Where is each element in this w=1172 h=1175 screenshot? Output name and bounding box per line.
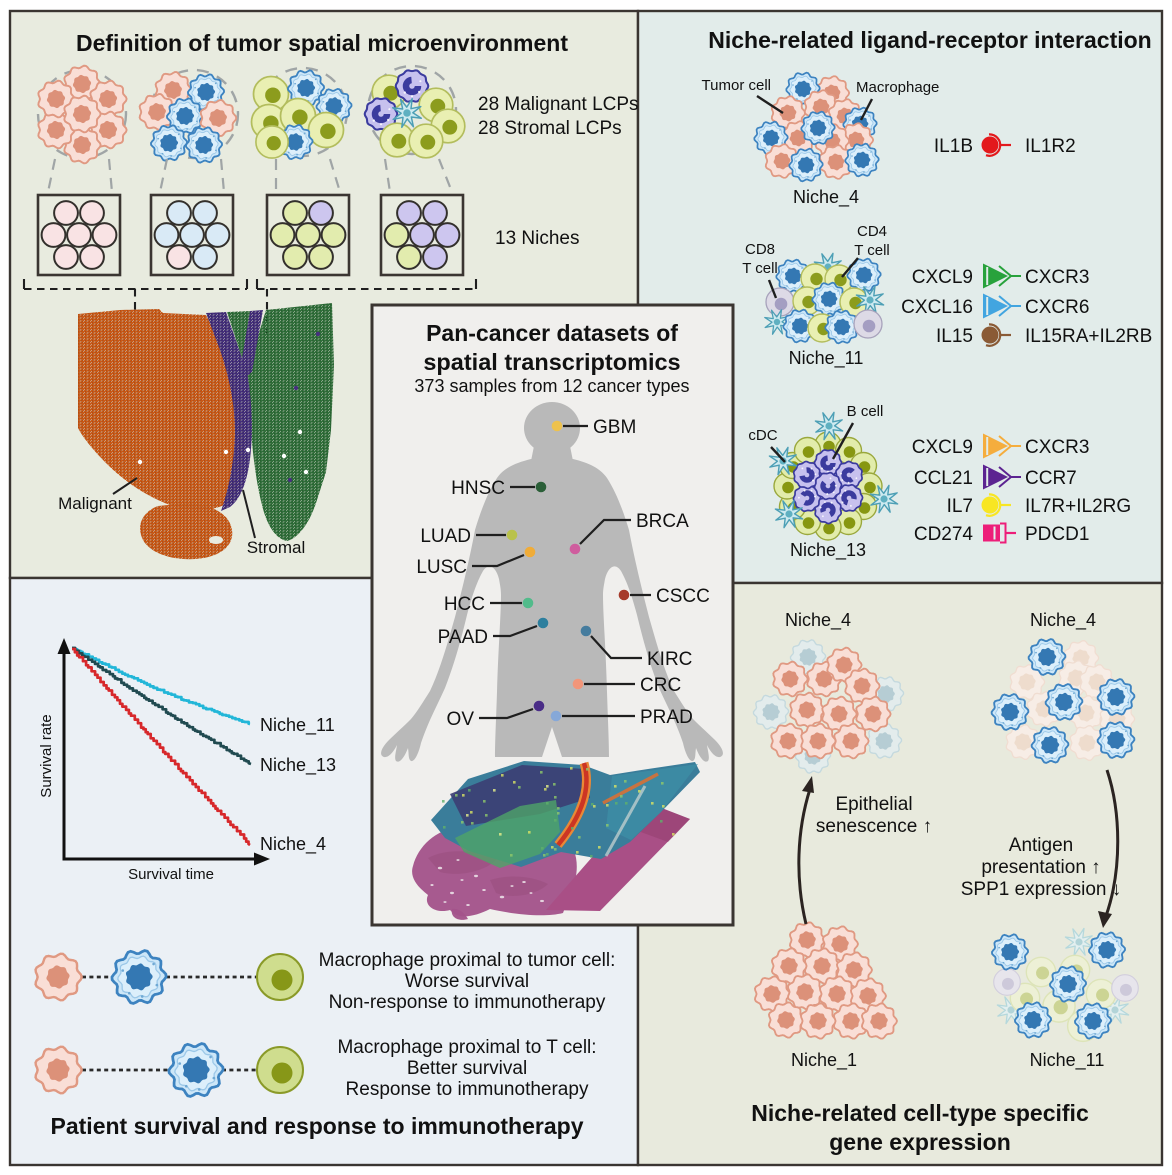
svg-text:CXCL9: CXCL9 — [912, 267, 973, 288]
svg-text:Niche-related cell-type specif: Niche-related cell-type specific — [751, 1100, 1089, 1126]
svg-text:Patient survival and response: Patient survival and response to immunot… — [51, 1113, 584, 1139]
svg-text:Response to immunotherapy: Response to immunotherapy — [346, 1079, 589, 1100]
svg-text:Niche_1: Niche_1 — [791, 1050, 857, 1071]
svg-text:HNSC: HNSC — [451, 478, 505, 499]
svg-text:IL1B: IL1B — [934, 136, 973, 157]
svg-text:OV: OV — [447, 709, 475, 730]
svg-text:Niche_11: Niche_11 — [1030, 1050, 1105, 1071]
svg-text:373 samples from 12 cancer typ: 373 samples from 12 cancer types — [414, 376, 689, 396]
svg-text:IL7R+IL2RG: IL7R+IL2RG — [1025, 496, 1131, 517]
svg-text:CXCR3: CXCR3 — [1025, 437, 1089, 458]
svg-text:SPP1 expression ↓: SPP1 expression ↓ — [961, 879, 1122, 900]
svg-text:Niche_11: Niche_11 — [789, 348, 864, 369]
svg-text:B cell: B cell — [847, 403, 884, 420]
svg-text:Pan-cancer datasets of: Pan-cancer datasets of — [426, 320, 678, 346]
svg-text:PDCD1: PDCD1 — [1025, 524, 1089, 545]
svg-text:Stromal: Stromal — [247, 538, 306, 557]
svg-text:13 Niches: 13 Niches — [495, 228, 580, 249]
svg-text:Malignant: Malignant — [58, 494, 132, 513]
svg-text:Niche_4: Niche_4 — [260, 834, 326, 855]
svg-text:Macrophage proximal to T cell:: Macrophage proximal to T cell: — [337, 1037, 596, 1058]
svg-text:Niche_13: Niche_13 — [260, 755, 336, 776]
svg-text:Antigen: Antigen — [1009, 835, 1073, 856]
svg-text:CD4: CD4 — [857, 223, 887, 240]
svg-text:GBM: GBM — [593, 417, 636, 438]
svg-text:PRAD: PRAD — [640, 707, 693, 728]
svg-text:Niche_4: Niche_4 — [793, 187, 859, 208]
svg-text:CCL21: CCL21 — [914, 468, 973, 489]
svg-text:CD274: CD274 — [914, 524, 974, 545]
svg-text:Definition of tumor spatial mi: Definition of tumor spatial microenviron… — [76, 30, 568, 56]
svg-text:KIRC: KIRC — [647, 649, 692, 670]
svg-text:Epithelial: Epithelial — [835, 794, 912, 815]
svg-text:CD8: CD8 — [745, 241, 775, 258]
svg-text:CXCR3: CXCR3 — [1025, 267, 1089, 288]
svg-text:cDC: cDC — [748, 427, 777, 444]
svg-text:spatial transcriptomics: spatial transcriptomics — [423, 349, 680, 375]
svg-text:CXCL9: CXCL9 — [912, 437, 973, 458]
svg-text:CRC: CRC — [640, 675, 681, 696]
svg-text:Niche_13: Niche_13 — [790, 540, 866, 561]
svg-text:senescence ↑: senescence ↑ — [816, 816, 932, 837]
svg-text:Survival rate: Survival rate — [38, 714, 55, 797]
svg-text:LUAD: LUAD — [420, 526, 471, 547]
svg-text:Macrophage proximal to tumor c: Macrophage proximal to tumor cell: — [319, 950, 616, 971]
svg-text:BRCA: BRCA — [636, 511, 689, 532]
svg-text:Niche-related ligand-receptor: Niche-related ligand-receptor interactio… — [708, 27, 1151, 53]
svg-text:T cell: T cell — [854, 242, 890, 259]
svg-text:IL7: IL7 — [947, 496, 973, 517]
svg-text:Non-response to immunotherapy: Non-response to immunotherapy — [329, 992, 606, 1013]
svg-text:Niche_4: Niche_4 — [1030, 610, 1096, 631]
svg-text:PAAD: PAAD — [438, 627, 488, 648]
svg-text:CSCC: CSCC — [656, 586, 710, 607]
svg-text:IL15: IL15 — [936, 326, 973, 347]
svg-text:Worse survival: Worse survival — [405, 971, 529, 992]
svg-text:T cell: T cell — [742, 260, 778, 277]
svg-text:HCC: HCC — [444, 594, 485, 615]
svg-text:CCR7: CCR7 — [1025, 468, 1077, 489]
svg-text:Niche_11: Niche_11 — [260, 715, 335, 736]
svg-text:Niche_4: Niche_4 — [785, 610, 851, 631]
svg-text:Survival time: Survival time — [128, 866, 214, 883]
svg-text:28 Stromal LCPs: 28 Stromal LCPs — [478, 118, 622, 139]
svg-text:CXCR6: CXCR6 — [1025, 297, 1089, 318]
svg-text:Better survival: Better survival — [407, 1058, 527, 1079]
svg-text:Tumor cell: Tumor cell — [702, 77, 771, 94]
svg-text:LUSC: LUSC — [416, 557, 467, 578]
svg-text:CXCL16: CXCL16 — [901, 297, 973, 318]
svg-text:Macrophage: Macrophage — [856, 79, 939, 96]
svg-text:28 Malignant LCPs: 28 Malignant LCPs — [478, 94, 639, 115]
svg-text:presentation ↑: presentation ↑ — [981, 857, 1100, 878]
svg-text:IL1R2: IL1R2 — [1025, 136, 1076, 157]
svg-text:gene expression: gene expression — [829, 1129, 1011, 1155]
svg-text:IL15RA+IL2RB: IL15RA+IL2RB — [1025, 326, 1152, 347]
